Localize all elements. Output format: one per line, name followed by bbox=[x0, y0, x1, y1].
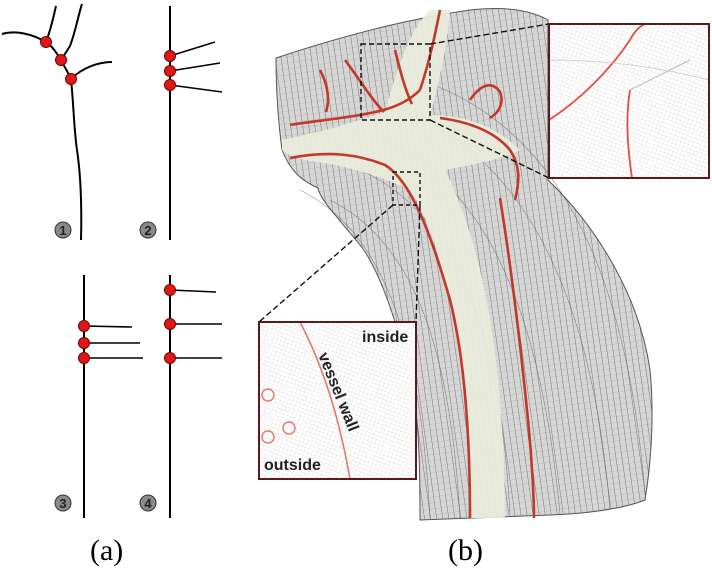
zoom-source-box-top bbox=[360, 43, 431, 121]
diagram-number-badge-1: 1 bbox=[54, 221, 72, 239]
junction-dot bbox=[40, 36, 52, 48]
junction-dot bbox=[78, 352, 90, 364]
junction-dot bbox=[164, 352, 176, 364]
zoom-inset-top bbox=[549, 24, 709, 178]
inset-label-inside: inside bbox=[362, 329, 408, 346]
diagram-1-branch-tree: 1 bbox=[1, 3, 113, 241]
vessel-wall-lines bbox=[289, 9, 536, 519]
diagram-number-badge-2: 2 bbox=[139, 221, 157, 239]
caption-panel-a: (a) bbox=[90, 534, 124, 567]
diagram-2-parallel-branches: 2 bbox=[139, 6, 223, 240]
vessel-lumen bbox=[282, 10, 520, 518]
junction-dot bbox=[164, 79, 176, 91]
junction-dot bbox=[55, 54, 67, 66]
zoom-source-box-bottom bbox=[392, 171, 421, 206]
mesh-grid-lines bbox=[299, 79, 646, 519]
svg-text:2: 2 bbox=[144, 223, 151, 238]
junction-dot bbox=[164, 65, 176, 77]
panel-a: 1 2 3 bbox=[1, 3, 223, 518]
svg-text:4: 4 bbox=[144, 496, 152, 511]
caption-panel-b: (b) bbox=[448, 534, 483, 567]
diagram-4-spaced-branches: 4 bbox=[139, 275, 222, 518]
junction-dot bbox=[164, 50, 176, 62]
panel-b: inside vessel wall outside bbox=[258, 8, 710, 521]
inset-label-outside: outside bbox=[264, 457, 321, 474]
diagram-number-badge-4: 4 bbox=[139, 494, 157, 512]
junction-dot bbox=[164, 284, 176, 296]
svg-text:1: 1 bbox=[59, 223, 66, 238]
diagram-number-badge-3: 3 bbox=[54, 494, 72, 512]
junction-dot bbox=[164, 318, 176, 330]
diagram-3-close-branches: 3 bbox=[54, 275, 143, 518]
zoom-inset-bottom: inside vessel wall outside bbox=[259, 322, 416, 479]
junction-dot bbox=[65, 73, 77, 85]
svg-text:3: 3 bbox=[59, 496, 66, 511]
junction-dot bbox=[78, 337, 90, 349]
junction-dot bbox=[78, 320, 90, 332]
